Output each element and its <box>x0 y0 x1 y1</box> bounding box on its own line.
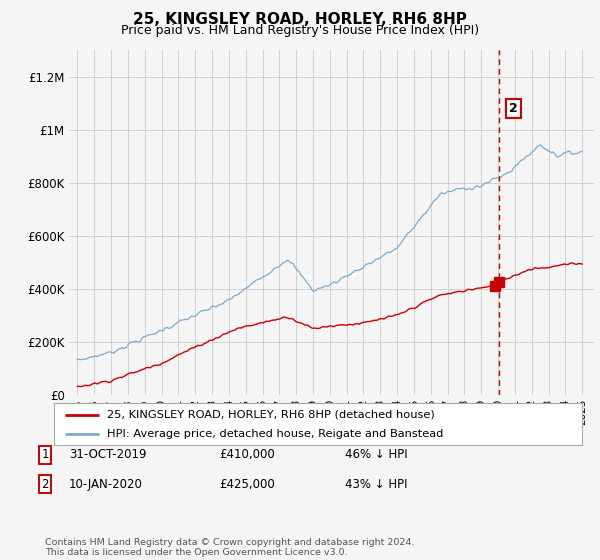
Text: 31-OCT-2019: 31-OCT-2019 <box>69 448 146 461</box>
Text: 46% ↓ HPI: 46% ↓ HPI <box>345 448 407 461</box>
Text: 43% ↓ HPI: 43% ↓ HPI <box>345 478 407 491</box>
Text: Contains HM Land Registry data © Crown copyright and database right 2024.
This d: Contains HM Land Registry data © Crown c… <box>45 538 415 557</box>
Text: 10-JAN-2020: 10-JAN-2020 <box>69 478 143 491</box>
Text: £410,000: £410,000 <box>219 448 275 461</box>
Text: 25, KINGSLEY ROAD, HORLEY, RH6 8HP: 25, KINGSLEY ROAD, HORLEY, RH6 8HP <box>133 12 467 27</box>
Text: £425,000: £425,000 <box>219 478 275 491</box>
Text: Price paid vs. HM Land Registry's House Price Index (HPI): Price paid vs. HM Land Registry's House … <box>121 24 479 37</box>
Text: 1: 1 <box>41 448 49 461</box>
Text: 2: 2 <box>41 478 49 491</box>
Text: HPI: Average price, detached house, Reigate and Banstead: HPI: Average price, detached house, Reig… <box>107 429 443 439</box>
Text: 25, KINGSLEY ROAD, HORLEY, RH6 8HP (detached house): 25, KINGSLEY ROAD, HORLEY, RH6 8HP (deta… <box>107 409 434 419</box>
Text: 2: 2 <box>509 102 518 115</box>
